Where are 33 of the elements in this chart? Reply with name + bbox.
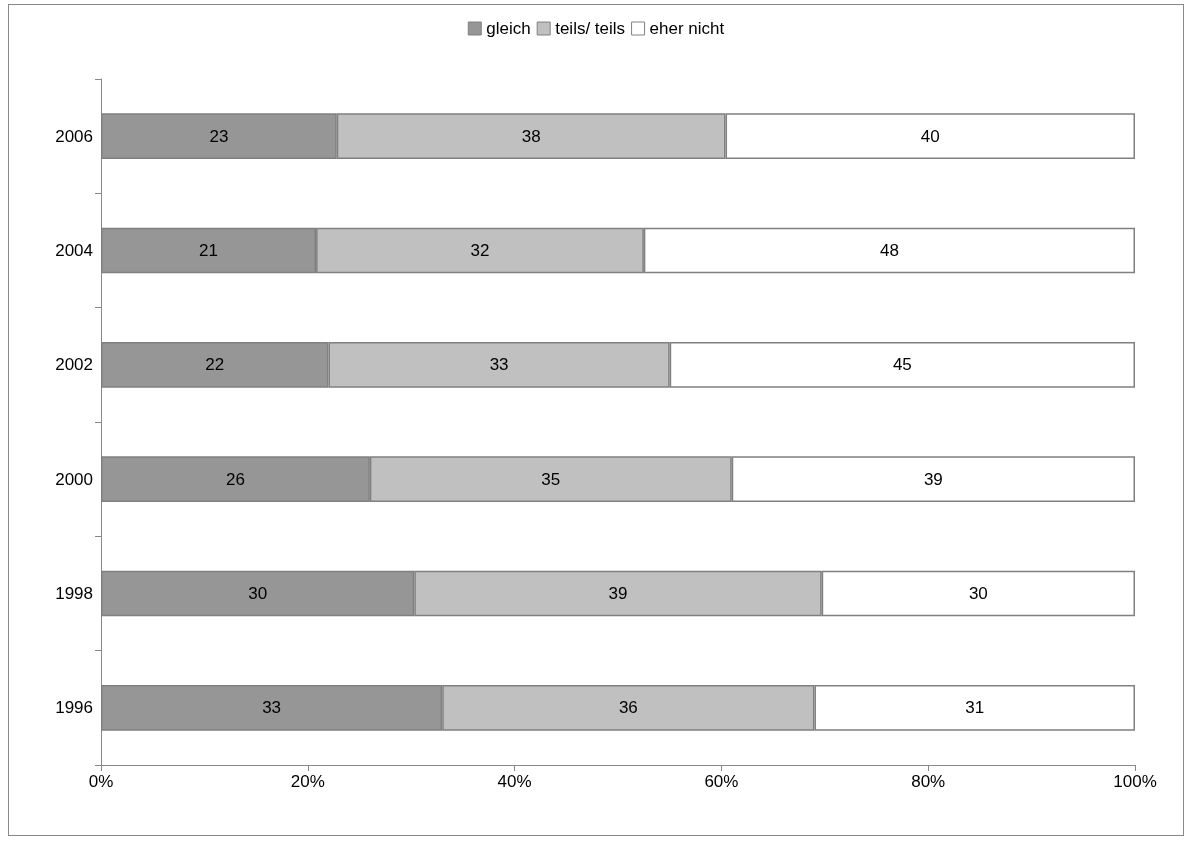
data-label: 32	[470, 241, 490, 260]
data-label: 45	[892, 355, 912, 375]
y-tick-label: 2006	[55, 126, 93, 146]
legend-label: gleich	[486, 19, 531, 38]
data-label: 39	[923, 469, 943, 489]
data-label: 36	[618, 698, 638, 718]
x-tick-label: 80%	[911, 772, 946, 791]
legend-label: eher nicht	[649, 19, 725, 38]
data-label: 48	[879, 241, 899, 260]
data-label: 30	[248, 584, 268, 603]
data-label: 40	[920, 126, 940, 146]
data-label: 38	[521, 126, 541, 146]
x-tick-label: 100%	[1113, 772, 1157, 791]
y-tick-label: 1996	[55, 698, 93, 718]
y-tick-label: 2004	[55, 241, 93, 260]
y-tick-label: 1998	[55, 584, 93, 603]
x-tick-label: 60%	[704, 772, 739, 791]
x-tick-label: 40%	[497, 772, 532, 791]
x-tick-label: 20%	[290, 772, 325, 791]
y-tick-label: 2000	[55, 469, 93, 489]
data-label: 35	[541, 469, 561, 489]
legend-label: teils/ teils	[555, 19, 626, 38]
data-label: 31	[965, 698, 985, 718]
data-label: 23	[209, 126, 229, 146]
y-tick-label: 2002	[55, 355, 93, 375]
data-label: 33	[489, 355, 509, 375]
data-label: 22	[205, 355, 225, 375]
data-label: 26	[225, 469, 245, 489]
x-tick-label: 0%	[88, 772, 114, 791]
data-label: 33	[262, 698, 282, 718]
data-label: 39	[608, 584, 628, 603]
data-label: 30	[968, 584, 988, 603]
data-label: 21	[199, 241, 218, 260]
